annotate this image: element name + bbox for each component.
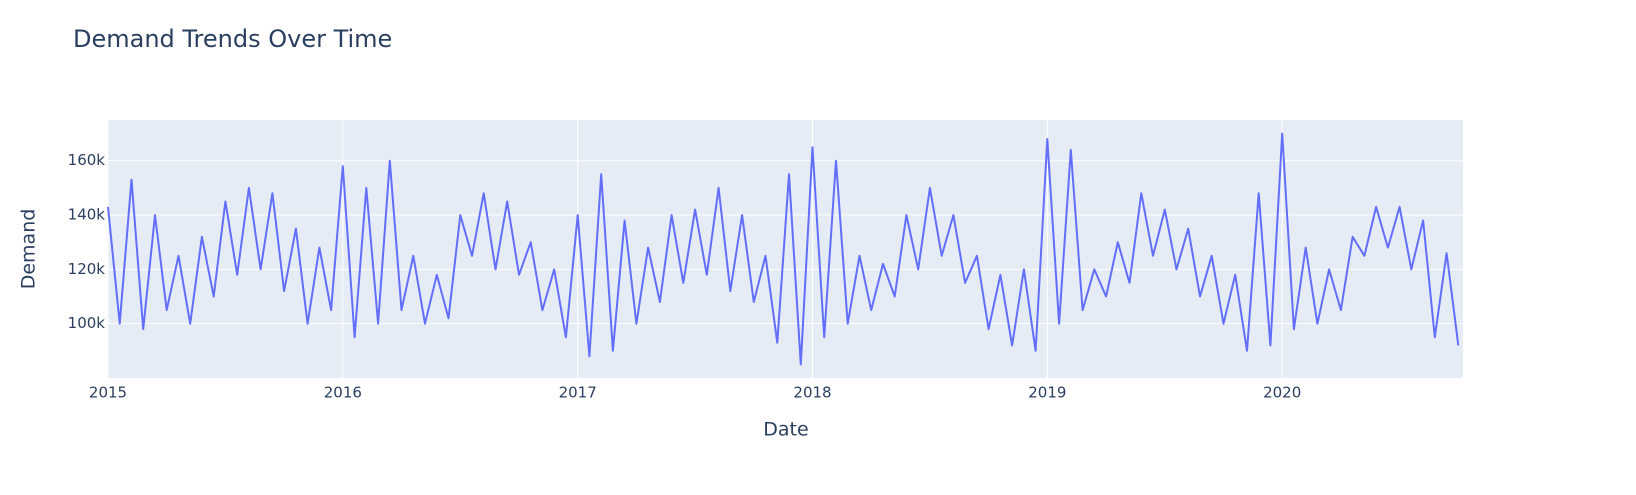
y-tick-label: 160k (68, 151, 106, 169)
x-tick-label: 2016 (324, 384, 362, 402)
x-tick-label: 2017 (559, 384, 597, 402)
y-tick-label: 120k (68, 260, 106, 278)
x-axis-title: Date (763, 419, 808, 441)
marks (107, 132, 1460, 366)
y-tick-label: 140k (68, 206, 106, 224)
y-axis-title: Demand (18, 209, 40, 290)
x-tick-label: 2018 (793, 384, 831, 402)
chart-title: Demand Trends Over Time (73, 25, 392, 53)
data-line (107, 132, 1460, 366)
plot-area (108, 120, 1463, 378)
x-tick-label: 2019 (1028, 384, 1066, 402)
y-tick-label: 100k (68, 314, 106, 332)
x-tick-label: 2020 (1263, 384, 1301, 402)
x-tick-label: 2015 (89, 384, 127, 402)
